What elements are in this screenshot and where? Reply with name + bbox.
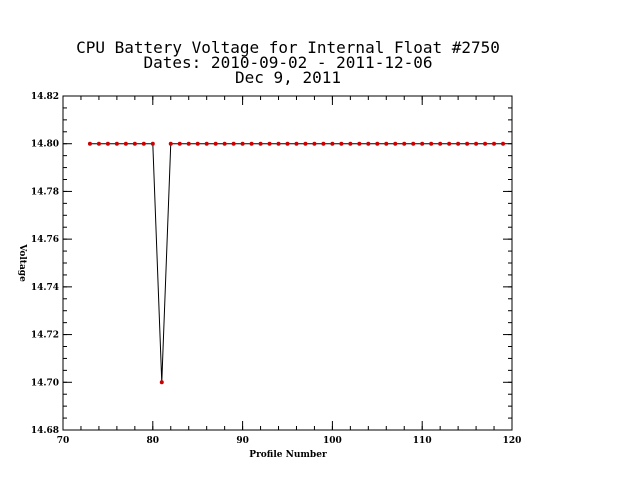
data-point <box>87 141 92 146</box>
data-point <box>285 141 290 146</box>
plot-frame <box>62 95 513 431</box>
data-point <box>231 141 236 146</box>
data-point <box>168 141 173 146</box>
y-tick-label: 14.82 <box>31 92 59 102</box>
y-tick-label: 14.76 <box>31 235 59 245</box>
x-tick-label: 100 <box>323 436 342 446</box>
x-tick-label: 110 <box>413 436 432 446</box>
data-point <box>213 141 218 146</box>
data-point <box>384 141 389 146</box>
data-point <box>249 141 254 146</box>
x-tick-label: 120 <box>503 436 522 446</box>
x-tick-label: 90 <box>236 436 249 446</box>
chart-title-line-1: CPU Battery Voltage for Internal Float #… <box>76 38 500 57</box>
data-point <box>132 141 137 146</box>
y-tick-label: 14.68 <box>31 426 59 436</box>
data-point <box>141 141 146 146</box>
data-point <box>276 141 281 146</box>
data-point <box>474 141 479 146</box>
x-axis-tick-labels: 70 80 90 100 110 120 <box>57 436 522 446</box>
data-point <box>375 141 380 146</box>
y-tick-label: 14.70 <box>31 378 59 388</box>
data-point <box>402 141 407 146</box>
x-axis-label: Profile Number <box>249 450 327 460</box>
data-point <box>465 141 470 146</box>
data-point <box>447 141 452 146</box>
y-axis-label: Voltage <box>17 243 27 282</box>
data-point <box>258 141 263 146</box>
y-tick-label: 14.72 <box>31 331 59 341</box>
data-point <box>483 141 488 146</box>
x-tick-label: 70 <box>57 436 70 446</box>
data-point <box>123 141 128 146</box>
y-tick-label: 14.80 <box>31 140 59 150</box>
data-point <box>501 141 506 146</box>
chart-title-line-2: Dates: 2010-09-02 - 2011-12-06 <box>144 53 433 72</box>
data-point <box>321 141 326 146</box>
y-axis-tick-labels: 14.68 14.70 14.72 14.74 14.76 14.78 14.80 14.82 <box>31 92 59 436</box>
data-point <box>114 141 119 146</box>
data-point <box>240 141 245 146</box>
data-point <box>429 141 434 146</box>
y-tick-label: 14.78 <box>31 187 59 197</box>
y-tick-label: 14.74 <box>31 283 59 293</box>
x-axis-ticks <box>62 96 513 430</box>
chart-title-line-3: Dec 9, 2011 <box>235 68 341 87</box>
data-point <box>303 141 308 146</box>
series-points-group <box>87 141 506 385</box>
data-point <box>330 141 335 146</box>
data-point <box>492 141 497 146</box>
data-point <box>411 141 416 146</box>
x-tick-label: 80 <box>147 436 160 446</box>
data-point <box>267 141 272 146</box>
data-point <box>186 141 191 146</box>
y-axis-ticks <box>63 95 512 431</box>
data-point <box>159 380 164 385</box>
data-point <box>357 141 362 146</box>
data-point <box>366 141 371 146</box>
data-point <box>312 141 317 146</box>
series-line-group <box>89 143 504 383</box>
data-point <box>294 141 299 146</box>
data-point <box>177 141 182 146</box>
data-point <box>339 141 344 146</box>
data-point <box>348 141 353 146</box>
data-point <box>222 141 227 146</box>
data-point <box>438 141 443 146</box>
data-point <box>393 141 398 146</box>
data-point <box>204 141 209 146</box>
series-line <box>89 143 504 383</box>
data-point <box>150 141 155 146</box>
data-point <box>105 141 110 146</box>
data-point <box>195 141 200 146</box>
data-point <box>420 141 425 146</box>
data-point <box>96 141 101 146</box>
data-point <box>456 141 461 146</box>
